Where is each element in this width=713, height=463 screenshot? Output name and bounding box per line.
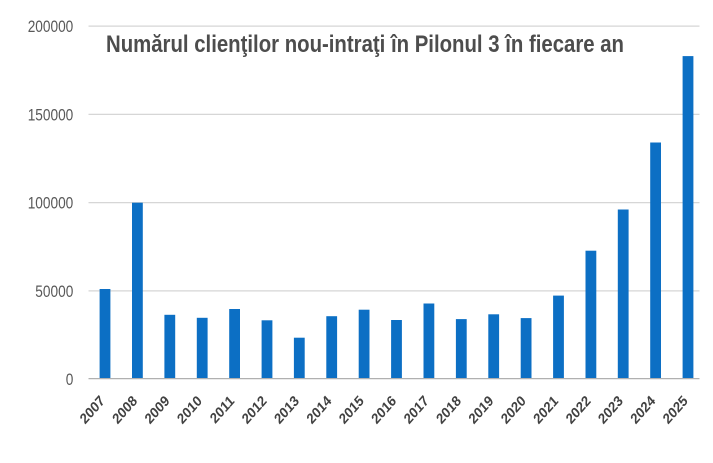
- svg-text:50000: 50000: [35, 283, 73, 301]
- svg-text:100000: 100000: [28, 195, 74, 213]
- svg-text:0: 0: [66, 371, 74, 389]
- svg-text:150000: 150000: [28, 107, 74, 125]
- svg-text:Numărul clienţilor nou-intraţi: Numărul clienţilor nou-intraţi în Pilonu…: [106, 31, 624, 58]
- svg-text:200000: 200000: [28, 18, 74, 36]
